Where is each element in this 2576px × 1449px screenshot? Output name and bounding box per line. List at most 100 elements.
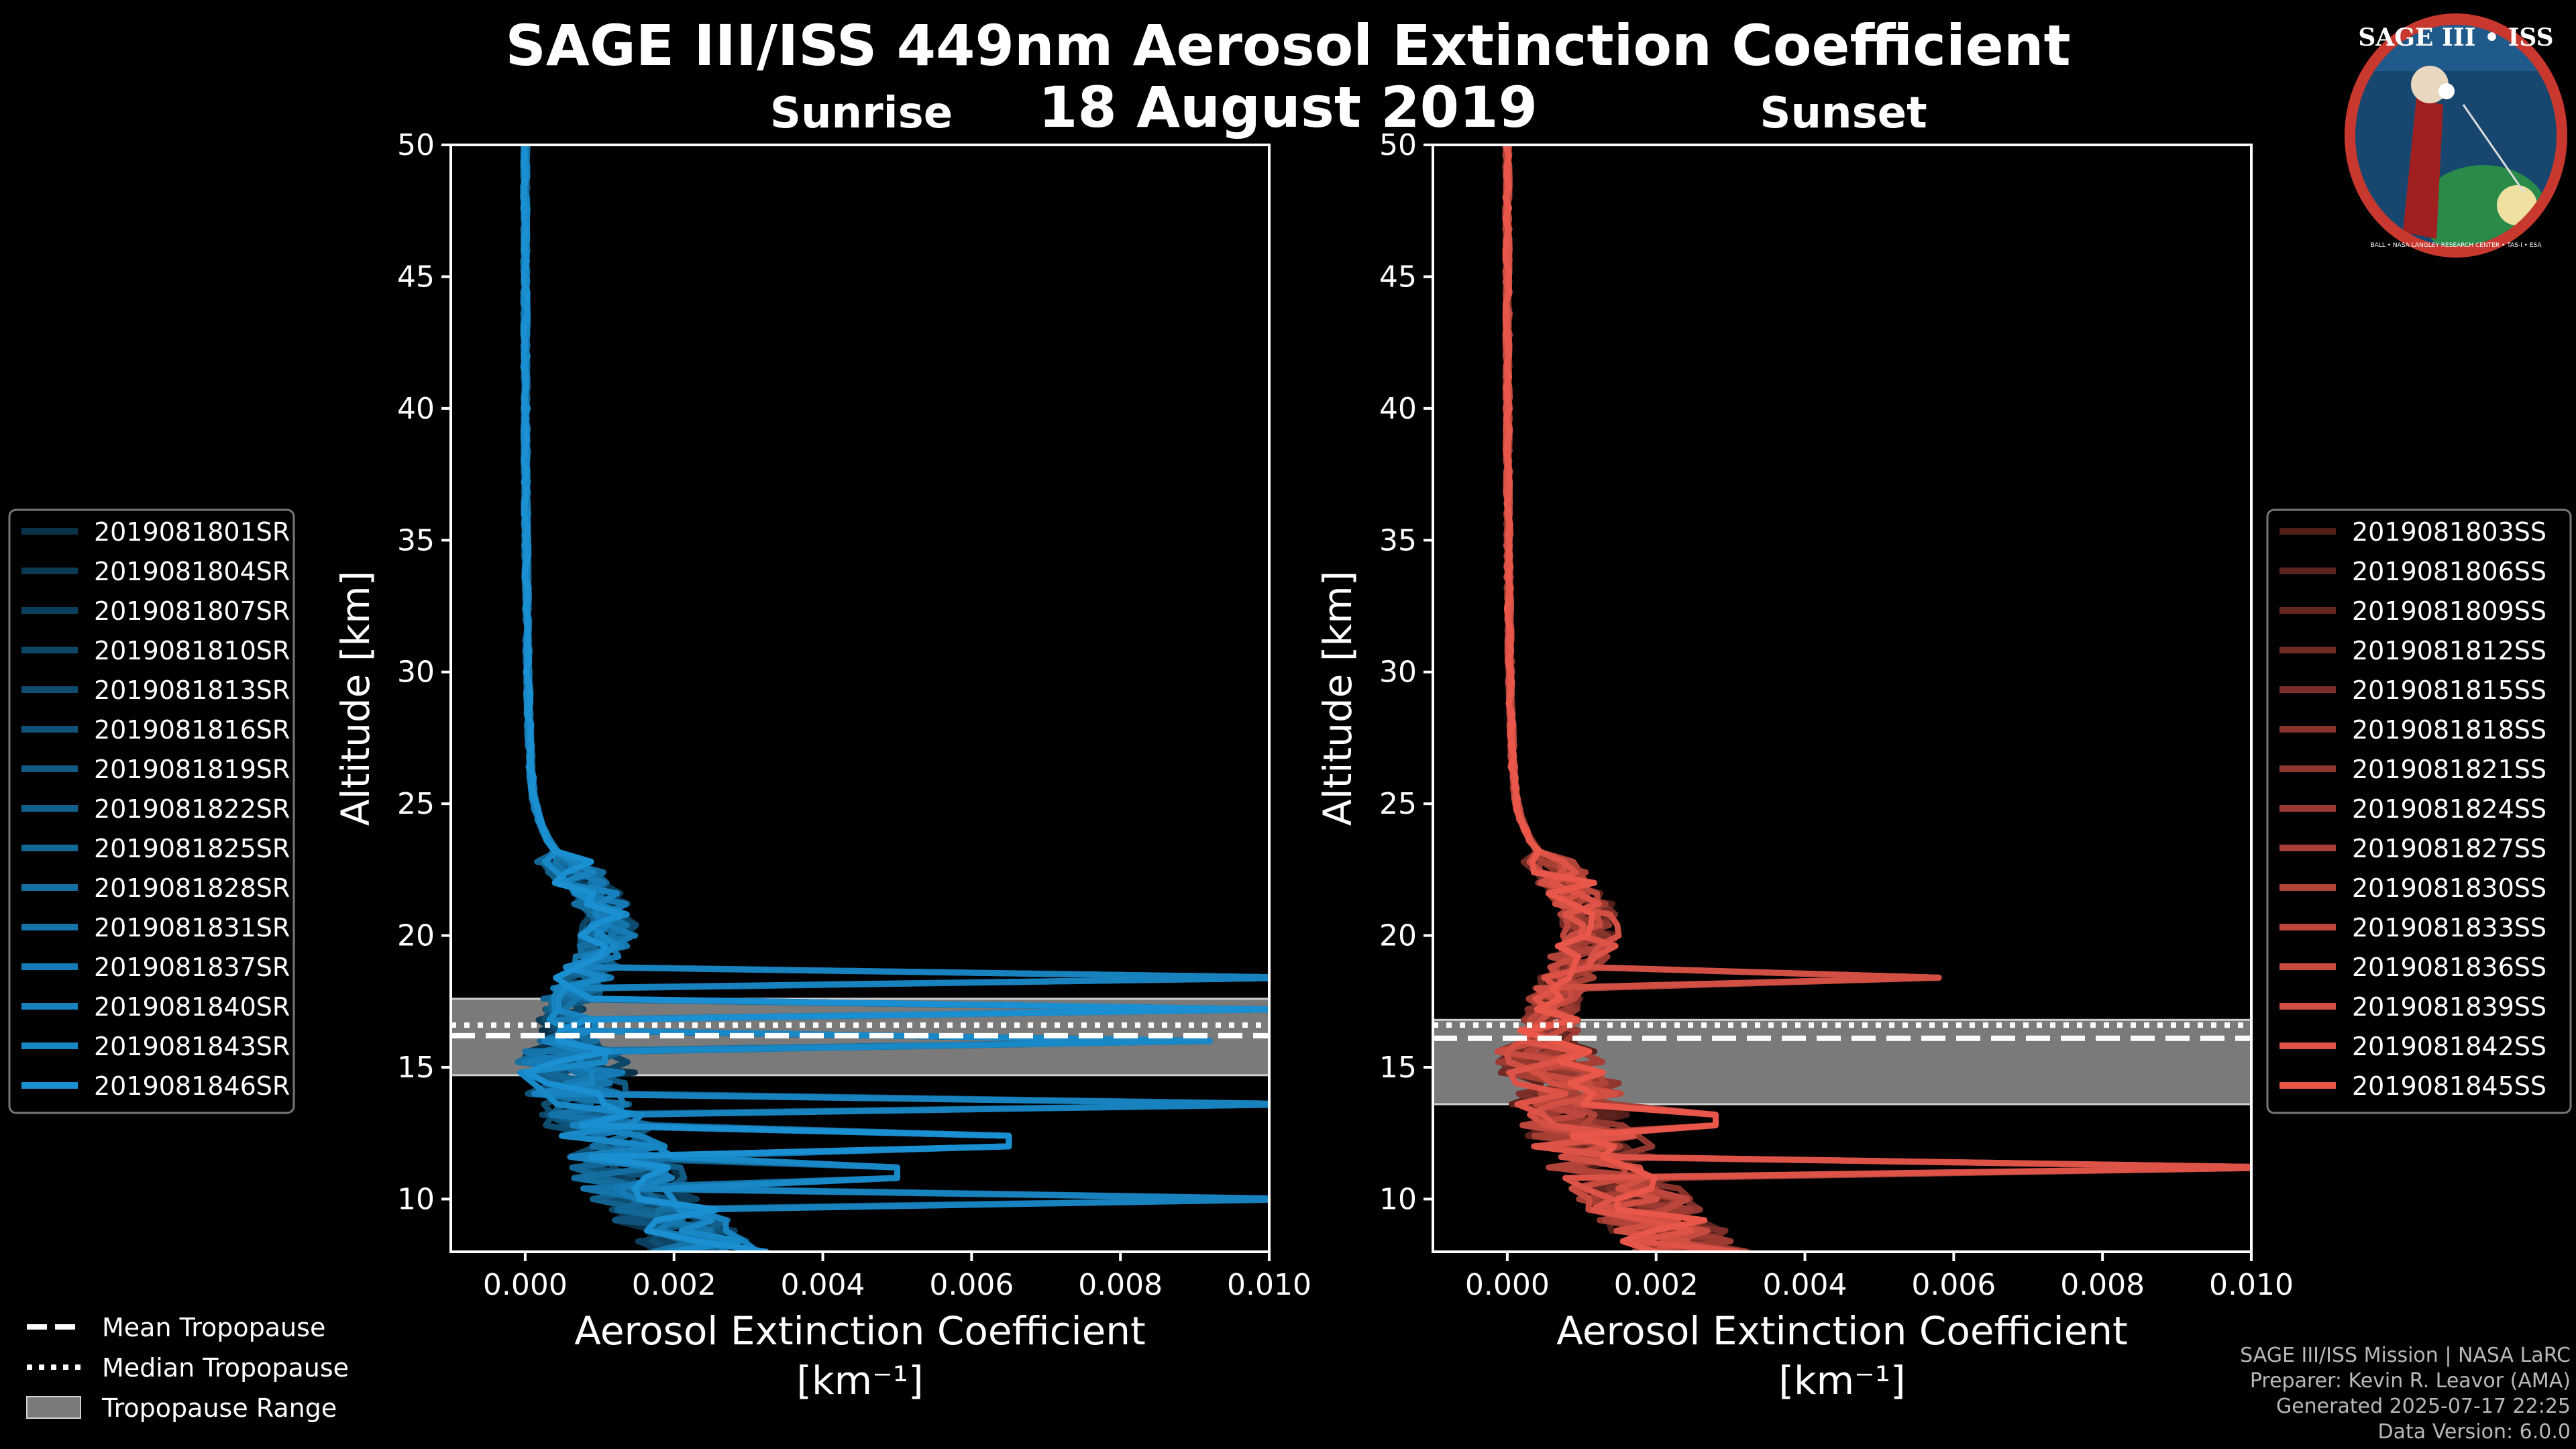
series-line-2019081810SR [520,145,1269,1252]
legend-entry: 2019081843SR [94,1032,290,1061]
legend-entry: 2019081830SS [2352,873,2546,903]
legend-entry: 2019081846SR [94,1071,290,1101]
series-line-2019081846SR [520,145,1269,1252]
y-tick-label: 25 [1379,787,1417,821]
x-axis-unit: [km⁻¹] [796,1358,923,1403]
y-tick-label: 50 [397,128,435,162]
legend-entry: 2019081801SR [94,517,290,547]
x-tick-label: 0.004 [781,1268,865,1302]
x-tick-label: 0.010 [2209,1268,2294,1302]
y-tick-label: 10 [1379,1182,1417,1216]
legend-entry: 2019081822SR [94,794,290,824]
x-axis-label: Aerosol Extinction Coefficient [1556,1308,2128,1354]
profile-lines [1494,145,2251,1252]
footer-preparer: Preparer: Kevin R. Leavor (AMA) [2249,1369,2571,1393]
legend-entry: 2019081845SS [2352,1071,2546,1101]
legend-entry: 2019081819SR [94,755,290,784]
series-line-2019081807SR [520,145,1269,1252]
legend-entry: 2019081807SR [94,596,290,626]
y-tick-label: 15 [1379,1051,1417,1085]
legend-entry: 2019081842SS [2352,1032,2546,1061]
series-line-2019081801SR [519,145,1269,1252]
legend-sunset: 2019081803SS 2019081806SS 2019081809SS 2019… [2266,508,2572,1114]
x-tick-label: 0.002 [1614,1268,1699,1302]
x-tick-label: 0.008 [1078,1268,1163,1302]
y-tick-label: 30 [397,655,435,690]
footer-mission: SAGE III/ISS Mission | NASA LaRC [2240,1344,2571,1367]
x-axis-label: Aerosol Extinction Coefficient [574,1308,1146,1354]
logo-text: SAGE III • ISS [2358,23,2553,52]
plot-sunrise: 10 15 20 25 30 35 40 45 50 0.000 0.002 0.004 0.006 0.… [8,128,1311,1403]
x-tick-label: 0.006 [929,1268,1014,1302]
panel-title-sunrise: Sunrise [769,89,953,138]
x-tick-label: 0.000 [1465,1268,1550,1302]
x-tick-label: 0.006 [1911,1268,1996,1302]
profile-lines [515,145,1269,1252]
panel-title-sunset: Sunset [1760,89,1927,138]
x-axis-unit: [km⁻¹] [1778,1358,1905,1403]
y-tick-label: 15 [397,1051,435,1085]
legend-entry: 2019081821SS [2352,755,2546,784]
legend-entry: 2019081824SS [2352,794,2546,824]
y-tick-label: 50 [1379,128,1417,162]
legend-entry: 2019081810SR [94,636,290,665]
plot-frame [449,144,1271,1253]
series-line-2019081837SR [520,145,1269,1252]
y-tick-label: 40 [1379,392,1417,426]
y-tick-label: 35 [1379,523,1417,557]
legend-entry: 2019081806SS [2352,557,2546,586]
y-tick-label: 10 [397,1182,435,1216]
legend-entry: 2019081836SS [2352,953,2546,982]
y-axis-label: Altitude [km] [1315,571,1360,826]
series-line-2019081840SR [520,145,1269,1252]
legend-entry: 2019081804SR [94,557,290,586]
sage-logo: SAGE III • ISS BALL • NASA LANGLEY RESEA… [2345,13,2567,258]
footer-version: Data Version: 6.0.0 [2377,1420,2571,1444]
legend-entry: 2019081815SS [2352,676,2546,705]
legend-entry: 2019081840SR [94,992,290,1022]
legend-frame [8,508,295,1114]
footer-generated: Generated 2025-07-17 22:25 [2275,1395,2571,1418]
title-line: SAGE III/ISS 449nm Aerosol Extinction Co… [505,13,2071,78]
chart-title: SAGE III/ISS 449nm Aerosol Extinction Co… [0,15,2576,138]
legend-entry: 2019081813SR [94,676,290,705]
y-tick-label: 45 [397,260,435,294]
legend-entry: 2019081803SS [2352,517,2546,547]
legend-median-tropopause: Median Tropopause [102,1353,349,1383]
legend-entry: 2019081839SS [2352,992,2546,1022]
plot-frame [1432,144,2253,1253]
legend-entry: 2019081827SS [2352,834,2546,863]
series-line-2019081819SR [520,145,1269,1252]
legend-entry: 2019081809SS [2352,596,2546,626]
plot-sunset: 10 15 20 25 30 35 40 45 50 0.000 0.002 0.004 0.006 0.… [1315,128,2572,1403]
y-tick-label: 20 [397,919,435,953]
legend-entry: 2019081812SS [2352,636,2546,665]
y-tick-label: 45 [1379,260,1417,294]
legend-entry: 2019081837SR [94,953,290,982]
y-tick-label: 30 [1379,655,1417,690]
footer: SAGE III/ISS Mission | NASA LaRC Prepare… [2240,1343,2571,1445]
legend-swatch-range [26,1396,81,1419]
y-tick-label: 35 [397,523,435,557]
date-line: 18 August 2019 [1038,74,1538,140]
legend-entry: 2019081833SS [2352,913,2546,943]
legend-entry: 2019081816SR [94,715,290,745]
x-tick-label: 0.002 [632,1268,716,1302]
legend-frame [2266,508,2572,1114]
legend-range-tropopause: Tropopause Range [101,1393,337,1423]
x-tick-label: 0.010 [1227,1268,1311,1302]
legend-entry: 2019081831SR [94,913,290,943]
x-tick-label: 0.000 [483,1268,568,1302]
y-axis-label: Altitude [km] [333,571,378,826]
tropopause-legend: Mean Tropopause Median Tropopause Tropopau… [26,1313,349,1423]
y-tick-label: 25 [397,787,435,821]
legend-mean-tropopause: Mean Tropopause [102,1313,325,1342]
legend-entry: 2019081825SR [94,834,290,863]
legend-sunrise: 2019081801SR 2019081804SR 2019081807SR 2019… [8,508,295,1114]
y-tick-label: 40 [397,392,435,426]
series-line-2019081828SR [515,145,1269,1252]
x-tick-label: 0.004 [1763,1268,1847,1302]
series-line-2019081816SR [519,145,1269,1252]
x-tick-label: 0.008 [2060,1268,2145,1302]
